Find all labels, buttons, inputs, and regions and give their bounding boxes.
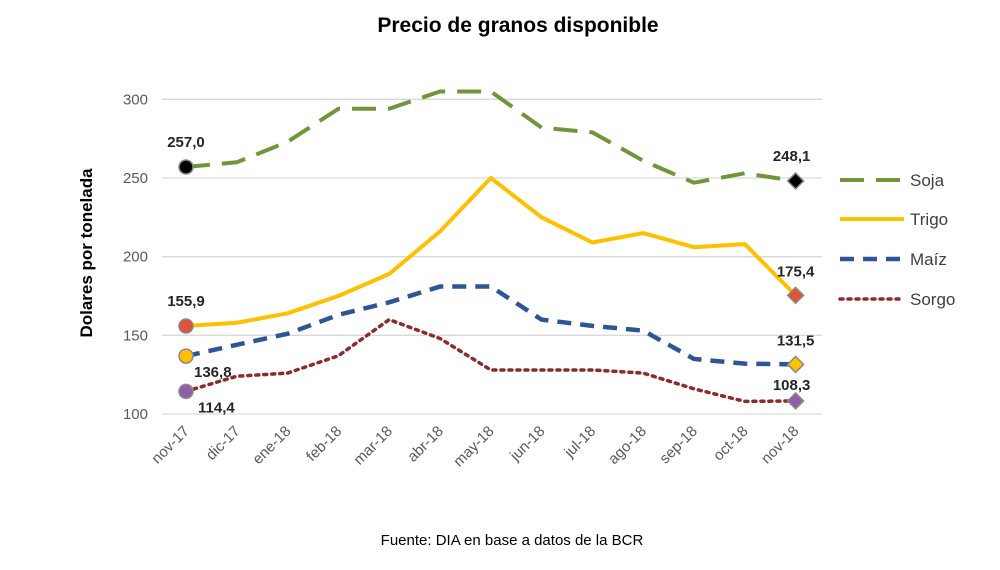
end-marker-0 [786,171,805,191]
x-tick-label: sep-18 [656,423,700,467]
y-tick-label: 100 [123,406,148,423]
x-tick-label: dic-17 [203,423,244,464]
y-tick-label: 200 [123,249,148,266]
data-markers [178,159,805,411]
series-line-0 [185,89,796,185]
x-tick-label: jul-18 [561,423,600,462]
series-line-2 [185,284,796,367]
legend-label-2: Maíz [910,250,947,269]
series-line-3 [184,317,798,404]
start-marker-2 [178,348,194,364]
chart-title: Precio de granos disponible [377,14,658,37]
x-tick-label: may-18 [450,423,497,470]
data-label-start-3: 114,4 [198,399,235,416]
legend: Soja Trigo Maíz Sorgo [838,171,955,309]
x-tick-label: jun-18 [506,423,548,465]
x-tick-label: nov-17 [148,423,192,467]
x-tick-label: ene-18 [249,423,294,468]
y-tick-label: 250 [123,170,148,187]
data-label-end-1: 175,4 [777,263,815,280]
data-label-start-0: 257,0 [167,134,205,151]
series-line-1 [185,176,798,329]
y-tick-label: 150 [123,327,148,344]
x-tick-label: feb-18 [303,423,345,465]
start-marker-0 [178,159,194,175]
end-marker-2 [786,355,805,374]
start-marker-1 [178,318,194,334]
end-marker-1 [786,286,805,305]
y-tick-label: 300 [123,91,148,108]
x-tick-label: oct-18 [710,423,752,465]
data-label-start-1: 155,9 [167,293,205,310]
source-note: Fuente: DIA en base a datos de la BCR [381,532,644,549]
legend-label-0: Soja [910,171,945,190]
x-tick-label: nov-18 [758,423,802,467]
gridlines [162,98,822,415]
end-marker-3 [786,391,805,411]
data-label-end-2: 131,5 [777,332,815,349]
data-label-end-0: 248,1 [773,148,811,165]
y-axis-label: Dolares por tonelada [77,168,96,338]
data-labels: 257,0 248,1 155,9 175,4 136,8 131,5 114,4 108,3 [167,134,815,416]
data-label-end-3: 108,3 [773,377,811,394]
x-axis-ticks: nov-17 dic-17 ene-18 feb-18 mar-18 abr-18 may-… [148,423,802,470]
y-axis-ticks: 100 150 200 250 300 [123,91,148,423]
x-tick-label: abr-18 [404,423,447,466]
data-label-start-2: 136,8 [194,364,232,381]
legend-label-1: Trigo [910,210,948,229]
x-tick-label: mar-18 [350,423,396,469]
legend-label-3: Sorgo [910,290,955,309]
series-lines [184,89,798,404]
start-marker-3 [178,383,194,400]
x-tick-label: ago-18 [605,423,650,468]
